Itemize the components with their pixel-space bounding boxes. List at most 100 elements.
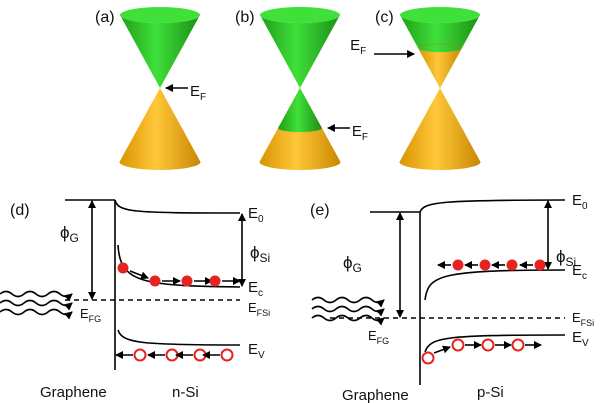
hole bbox=[511, 338, 525, 352]
light-wave bbox=[0, 290, 73, 302]
efg-label: EFG bbox=[80, 306, 101, 324]
drift-arrow bbox=[129, 270, 149, 280]
ev-label-sub: V bbox=[258, 350, 265, 361]
ec-label: Ec bbox=[572, 262, 587, 282]
e0-label-main: E bbox=[248, 205, 258, 222]
e0-label-main: E bbox=[572, 192, 582, 209]
material-label: p-Si bbox=[477, 384, 504, 401]
efg-label-main: E bbox=[368, 328, 377, 343]
cone bbox=[418, 48, 462, 88]
hole bbox=[481, 338, 495, 352]
fermi-label-main: E bbox=[350, 37, 360, 54]
phi-g-main: ϕ bbox=[60, 223, 70, 242]
cone bbox=[417, 43, 463, 49]
hole bbox=[220, 348, 234, 362]
efsi-label: EFSi bbox=[248, 300, 270, 318]
cone bbox=[400, 15, 480, 88]
efsi-label-main: E bbox=[248, 300, 257, 315]
valence-band bbox=[117, 329, 241, 346]
fermi-label: EF bbox=[352, 123, 368, 143]
phi-g: ϕG bbox=[343, 253, 362, 275]
hole bbox=[165, 348, 179, 362]
fermi-label: EF bbox=[190, 83, 206, 103]
ec-label-main: E bbox=[572, 262, 582, 279]
efsi-label: EFSi bbox=[572, 310, 594, 328]
ev-label: EV bbox=[572, 329, 589, 349]
e0-label: E0 bbox=[248, 205, 264, 225]
ec-label: Ec bbox=[248, 279, 263, 299]
material-label: Graphene bbox=[342, 387, 409, 403]
cone bbox=[260, 15, 340, 88]
drift-arrow bbox=[433, 345, 451, 354]
fermi-label: EF bbox=[350, 37, 366, 57]
cone-top bbox=[260, 7, 340, 23]
vacuum-level bbox=[114, 199, 241, 214]
phi-si: ϕSi bbox=[556, 247, 576, 269]
panel-label: (e) bbox=[310, 202, 330, 219]
panel-label: (a) bbox=[95, 9, 115, 26]
electron bbox=[181, 275, 193, 287]
material-label: Graphene bbox=[40, 384, 107, 401]
efg-label: EFG bbox=[368, 328, 389, 346]
phi-si-main: ϕ bbox=[250, 243, 260, 262]
cone bbox=[119, 88, 201, 170]
electron bbox=[479, 259, 491, 271]
light-wave bbox=[311, 305, 385, 317]
e0-label-sub: 0 bbox=[258, 214, 264, 225]
efg-label-sub: FG bbox=[89, 314, 102, 324]
fermi-label-sub: F bbox=[362, 132, 368, 143]
cone bbox=[120, 15, 200, 88]
ec-label-sub: c bbox=[258, 288, 263, 299]
light-wave bbox=[311, 296, 385, 308]
efsi-label-sub: FSi bbox=[581, 318, 595, 328]
material-label: n-Si bbox=[172, 384, 199, 401]
phi-g-sub: G bbox=[70, 231, 79, 245]
phi-si-sub: Si bbox=[260, 251, 271, 265]
phi-si-main: ϕ bbox=[556, 247, 566, 266]
ev-label-sub: V bbox=[582, 338, 589, 349]
cone bbox=[278, 88, 322, 132]
conduction-band bbox=[117, 244, 241, 288]
electron bbox=[452, 259, 464, 271]
light-wave bbox=[0, 299, 73, 311]
light-wave bbox=[0, 308, 73, 320]
valence-band bbox=[424, 334, 566, 353]
electron bbox=[149, 275, 161, 287]
conduction-band bbox=[424, 269, 566, 301]
fermi-label-sub: F bbox=[360, 46, 366, 57]
phi-g-main: ϕ bbox=[343, 253, 353, 272]
phi-si: ϕSi bbox=[250, 243, 270, 265]
hole bbox=[451, 338, 465, 352]
vacuum-level bbox=[419, 199, 566, 213]
electron bbox=[506, 259, 518, 271]
ev-label: EV bbox=[248, 341, 265, 361]
phi-si-sub: Si bbox=[566, 255, 577, 269]
ec-label-main: E bbox=[248, 279, 258, 296]
phi-g: ϕG bbox=[60, 223, 79, 245]
e0-label-sub: 0 bbox=[582, 201, 588, 212]
fermi-label-main: E bbox=[190, 83, 200, 100]
efg-label-sub: FG bbox=[377, 336, 390, 346]
fermi-label-main: E bbox=[352, 123, 362, 140]
hole bbox=[133, 348, 147, 362]
electron bbox=[117, 262, 129, 274]
ev-label-main: E bbox=[248, 341, 258, 358]
efg-label-main: E bbox=[80, 306, 89, 321]
phi-g-sub: G bbox=[353, 261, 362, 275]
efsi-label-sub: FSi bbox=[257, 308, 271, 318]
e0-label: E0 bbox=[572, 192, 588, 212]
ec-label-sub: c bbox=[582, 271, 587, 282]
hole bbox=[421, 351, 435, 365]
panel-label: (c) bbox=[375, 9, 394, 26]
cone bbox=[399, 88, 481, 170]
light-wave bbox=[311, 314, 385, 326]
electron bbox=[209, 275, 221, 287]
panel-label: (b) bbox=[235, 9, 255, 26]
cone-top bbox=[400, 7, 480, 23]
electron bbox=[534, 259, 546, 271]
ev-label-main: E bbox=[572, 329, 582, 346]
efsi-label-main: E bbox=[572, 310, 581, 325]
cone-top bbox=[120, 7, 200, 23]
panel-label: (d) bbox=[10, 202, 30, 219]
